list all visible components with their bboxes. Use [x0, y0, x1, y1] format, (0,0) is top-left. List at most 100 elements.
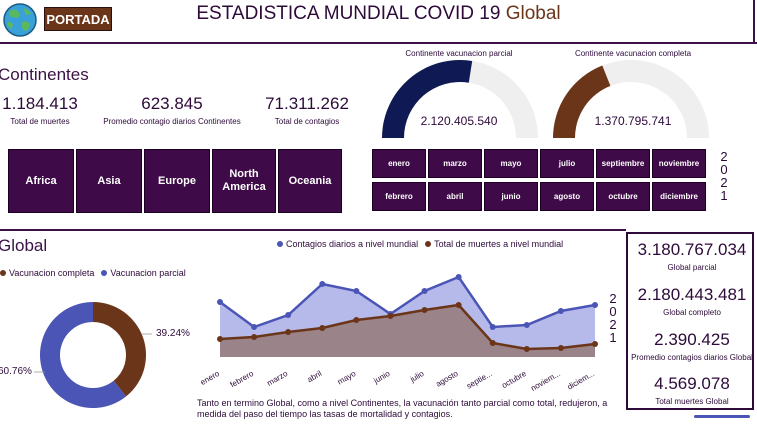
year-digit-3: 1: [720, 188, 728, 203]
series-0-point-3[interactable]: [319, 281, 326, 287]
promedio-global-label: Promedio contagios diarios Global: [631, 353, 753, 362]
series-1-point-0[interactable]: [217, 336, 223, 342]
series-0-point-2[interactable]: [285, 312, 292, 318]
muertes-global-value: 4.569.078: [654, 374, 730, 393]
legend-contagios-label: Contagios diarios a nivel mundial: [286, 239, 419, 249]
muertes-global-label: Total muertes Global: [655, 397, 729, 406]
series-0-point-1[interactable]: [251, 324, 258, 330]
continent-europe-button[interactable]: Europe: [144, 149, 210, 213]
chart-year-digit-0: 2: [609, 291, 617, 306]
x-tick-6: julio: [408, 369, 426, 385]
series-0-line: [219, 275, 596, 329]
x-tick-2: marzo: [265, 369, 289, 388]
series-1-area: [220, 305, 595, 357]
x-tick-5: junio: [371, 369, 391, 386]
series-0-point-6[interactable]: [421, 288, 428, 294]
year-digit-2: 2: [720, 175, 728, 190]
series-0-point-4[interactable]: [353, 288, 360, 294]
gauge-completa: [553, 60, 709, 138]
promedio-contagio-value: 623.845: [141, 94, 203, 113]
month-button-febrero[interactable]: febrero: [372, 182, 426, 211]
x-tick-7: agosto: [434, 369, 460, 389]
donut-legend: Vacunacion completa Vacunacion parcial: [0, 268, 186, 278]
month-selector: enero marzo mayo julio septiembre noviembre fe…: [372, 149, 708, 213]
month-button-octubre[interactable]: octubre: [596, 182, 650, 211]
gauge-completa-value: 1.370.795.741: [594, 114, 672, 128]
continent-africa-button[interactable]: Africa: [8, 149, 74, 213]
total-contagios-value: 71.311.262: [265, 94, 349, 113]
total-muertes-value: 1.184.413: [2, 94, 78, 113]
total-contagios-label: Total de contagios: [274, 117, 340, 126]
series-1-point-2[interactable]: [285, 329, 292, 335]
x-tick-8: septie...: [465, 369, 494, 391]
x-tick-1: febrero: [229, 369, 256, 390]
legend-muertes-label: Total de muertes a nivel mundial: [434, 239, 564, 249]
x-tick-9: octubre: [500, 369, 528, 390]
series-0-point-0[interactable]: [217, 299, 223, 305]
donut-segment-completa: [93, 302, 146, 397]
series-1-point-7[interactable]: [455, 302, 462, 308]
gauge-parcial: [382, 60, 538, 138]
month-button-septiembre[interactable]: septiembre: [596, 149, 650, 178]
month-button-noviembre[interactable]: noviembre: [652, 149, 706, 178]
analysis-note: Tanto en termino Global, como a nivel Co…: [197, 398, 608, 419]
series-1-point-1[interactable]: [251, 334, 258, 340]
vacunacion-donut: [39, 302, 146, 408]
chart-year-digit-2: 2: [609, 317, 617, 332]
month-button-abril[interactable]: abril: [428, 182, 482, 211]
series-0-point-8[interactable]: [489, 324, 496, 330]
continentes-title: Continentes: [0, 65, 89, 84]
continent-north-america-button[interactable]: North America: [212, 149, 276, 213]
continent-oceania-button[interactable]: Oceania: [278, 149, 342, 213]
legend-contagios-dot: [277, 241, 283, 247]
chart-year-digit-1: 0: [609, 304, 617, 319]
portada-button[interactable]: PORTADA: [44, 7, 112, 31]
month-button-agosto[interactable]: agosto: [540, 182, 594, 211]
series-1-point-5[interactable]: [387, 313, 394, 319]
series-0-point-11[interactable]: [592, 302, 598, 308]
legend-parcial-dot: [101, 270, 108, 276]
month-button-junio[interactable]: junio: [484, 182, 538, 211]
global-completo-label: Global completo: [663, 308, 721, 317]
month-button-diciembre[interactable]: diciembre: [652, 182, 706, 211]
x-tick-4: mayo: [336, 369, 358, 387]
month-button-julio[interactable]: julio: [540, 149, 594, 178]
global-title: Global: [0, 236, 48, 255]
donut-segment-parcial: [39, 302, 127, 408]
series-1-point-10[interactable]: [557, 345, 564, 351]
scroll-indicator[interactable]: [694, 415, 750, 418]
donut-leader-lines: [34, 333, 152, 373]
series-1-line: [219, 303, 596, 351]
x-tick-10: noviem...: [529, 369, 562, 393]
series-0-point-9[interactable]: [523, 322, 530, 328]
series-1-point-4[interactable]: [353, 317, 360, 323]
series-0-point-10[interactable]: [557, 308, 564, 314]
year-digit-1: 0: [720, 162, 728, 177]
legend-muertes-dot: [425, 241, 432, 247]
series-1-point-8[interactable]: [489, 340, 496, 346]
series-1-point-3[interactable]: [319, 325, 326, 331]
month-button-marzo[interactable]: marzo: [428, 149, 482, 178]
gauge-parcial-value: 2.120.405.540: [420, 114, 498, 128]
global-parcial-label: Global parcial: [667, 263, 717, 272]
x-tick-0: enero: [199, 369, 222, 387]
legend-completa-dot: [0, 270, 6, 276]
year-digit-0: 2: [720, 149, 728, 164]
globe-icon: [3, 3, 37, 37]
total-muertes-label: Total de muertes: [10, 117, 70, 126]
global-completo-value: 2.180.443.481: [637, 285, 747, 304]
global-summary-panel: 3.180.767.034 Global parcial 2.180.443.4…: [626, 232, 754, 410]
global-parcial-value: 3.180.767.034: [637, 240, 747, 259]
series-1-point-11[interactable]: [592, 341, 598, 347]
month-button-mayo[interactable]: mayo: [484, 149, 538, 178]
donut-label-parcial: 60.76%: [0, 366, 32, 377]
continent-asia-button[interactable]: Asia: [76, 149, 142, 213]
series-1-point-9[interactable]: [523, 346, 530, 352]
month-button-enero[interactable]: enero: [372, 149, 426, 178]
series-1-point-6[interactable]: [421, 307, 428, 313]
chart-year-digit-3: 1: [609, 330, 617, 345]
top-right-divider: [753, 0, 755, 42]
donut-label-completa: 39.24%: [156, 328, 190, 339]
series-0-point-7[interactable]: [455, 274, 462, 280]
gauge-fill-1: [553, 65, 611, 138]
